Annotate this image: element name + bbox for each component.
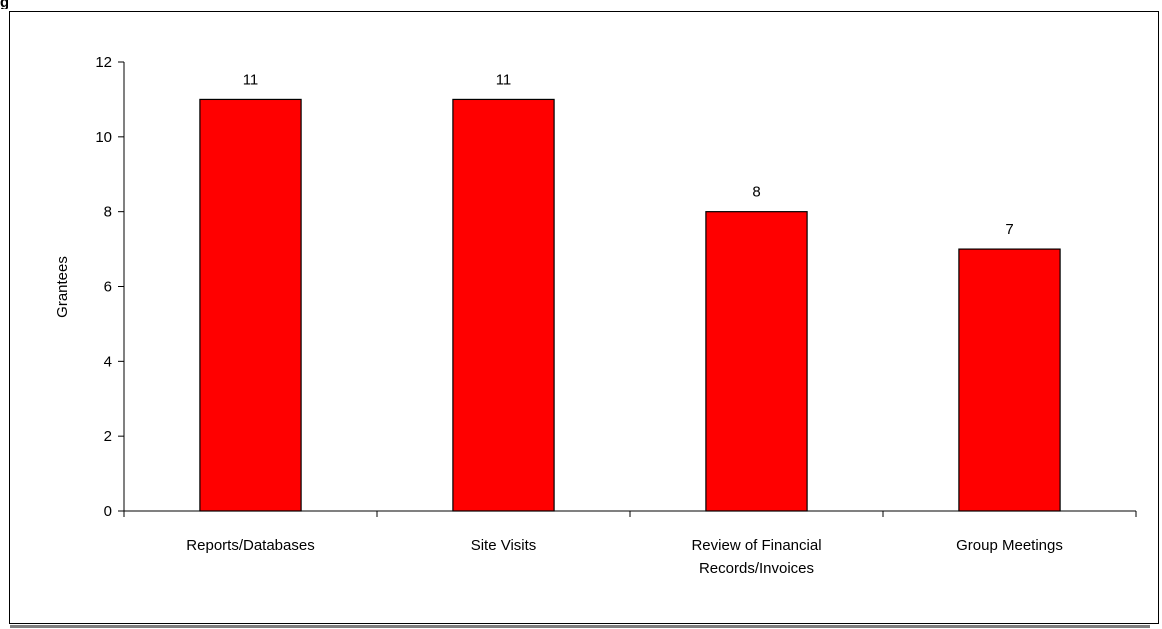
data-label: 8: [752, 184, 760, 201]
data-label: 11: [243, 71, 259, 88]
header-fragment-text: g: [0, 0, 8, 9]
data-labels: 11 11 8 7: [243, 71, 1014, 238]
category-label-line: Records/Invoices: [699, 560, 814, 577]
y-tick-label: 12: [95, 54, 112, 71]
category-label-line: Reports/Databases: [186, 537, 314, 554]
data-label: 11: [496, 71, 512, 88]
bar: [452, 98, 555, 512]
y-tick-label: 4: [104, 353, 112, 370]
category-label: Review of Financial Records/Invoices: [691, 537, 821, 577]
category-label-line: Group Meetings: [956, 537, 1063, 554]
category-labels: Reports/Databases Site Visits Review of Fi…: [186, 537, 1063, 577]
y-tick-label: 0: [104, 503, 112, 520]
y-tick-label: 10: [95, 129, 112, 146]
y-tick-label: 6: [104, 279, 112, 296]
x-axis: [123, 510, 1137, 517]
category-label-line: Review of Financial: [691, 537, 821, 554]
frame-shadow: [10, 625, 1150, 628]
header-text-fragment: g: [0, 0, 8, 9]
y-tick-label: 8: [104, 204, 112, 221]
y-axis: 0 2 4 6 8 10 12: [95, 54, 125, 520]
category-label: Site Visits: [471, 537, 537, 554]
category-label: Reports/Databases: [186, 537, 314, 554]
bar: [958, 248, 1061, 512]
bars: [199, 98, 1061, 512]
data-label: 7: [1005, 221, 1013, 238]
bar: [705, 211, 808, 512]
category-label-line: Site Visits: [471, 537, 537, 554]
y-axis-title: Grantees: [54, 256, 71, 318]
y-tick-label: 2: [104, 428, 112, 445]
bar: [199, 98, 302, 512]
category-label: Group Meetings: [956, 537, 1063, 554]
